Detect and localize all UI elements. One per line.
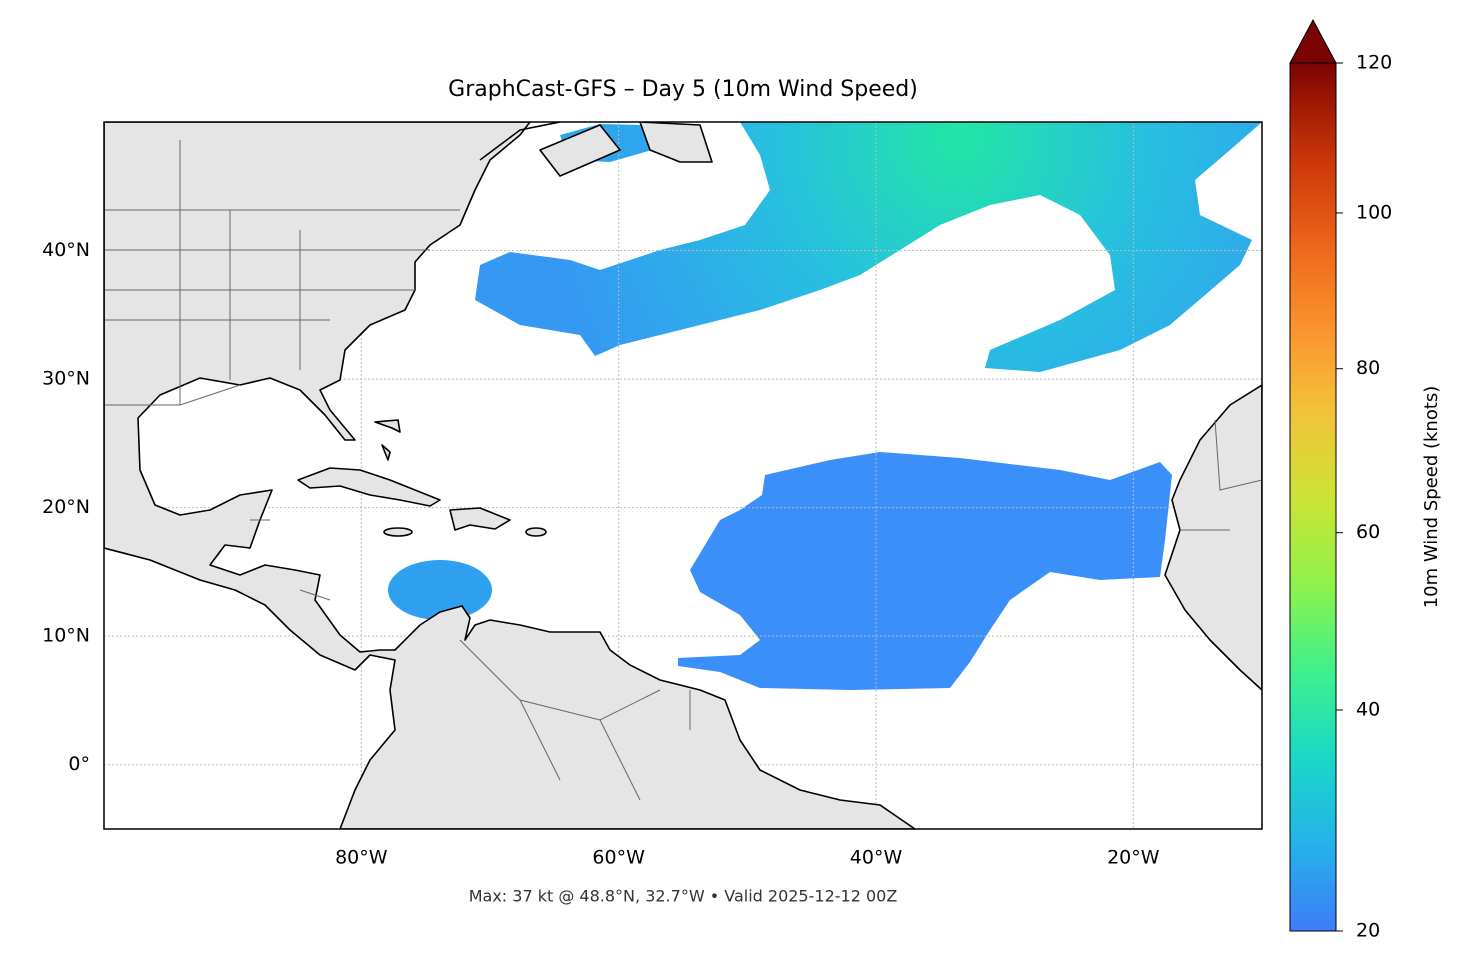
colorbar-tick-label: 100 [1356,201,1392,223]
colorbar-tick-label: 20 [1356,920,1380,942]
footnote: Max: 37 kt @ 48.8°N, 32.7°W • Valid 2025… [469,887,898,906]
borders [104,140,1262,801]
colorbar: 10m Wind Speed (knots) 20 40 60 80 100 120 [1289,18,1442,942]
land [104,122,1262,829]
x-tick-label: 60°W [592,847,645,869]
canada-coast [479,122,561,161]
wind-region [678,452,1172,690]
colorbar-tick-label: 40 [1356,698,1380,720]
puerto-rico [525,527,547,537]
jamaica [383,527,413,537]
colorbar-extend [1289,18,1337,64]
hispaniola [449,507,511,531]
map-frame [103,121,1263,830]
colorbar-body [1289,62,1337,932]
x-tick-label: 20°W [1107,847,1160,869]
y-tick-label: 30°N [42,368,90,390]
y-tick-label: 10°N [42,625,90,647]
colorbar-tick-label: 60 [1356,521,1380,543]
x-tick-label: 40°W [850,847,903,869]
y-tick-label: 40°N [42,239,90,261]
map-area [104,122,1262,829]
colorbar-tick-label: 120 [1356,52,1392,74]
americas [104,122,916,829]
colorbar-label: 10m Wind Speed (knots) [1421,386,1442,609]
y-tick-label: 0° [68,753,90,775]
y-tick-label: 20°N [42,496,90,518]
chart-title: GraphCast-GFS – Day 5 (10m Wind Speed) [448,77,918,102]
colorbar-tick-label: 80 [1356,357,1380,379]
wind-region [475,122,1262,372]
x-tick-label: 80°W [335,847,388,869]
africa [1164,384,1262,691]
wind-region [388,560,492,620]
cuba [297,467,441,507]
canada-east [539,122,713,177]
bahamas [374,419,401,461]
